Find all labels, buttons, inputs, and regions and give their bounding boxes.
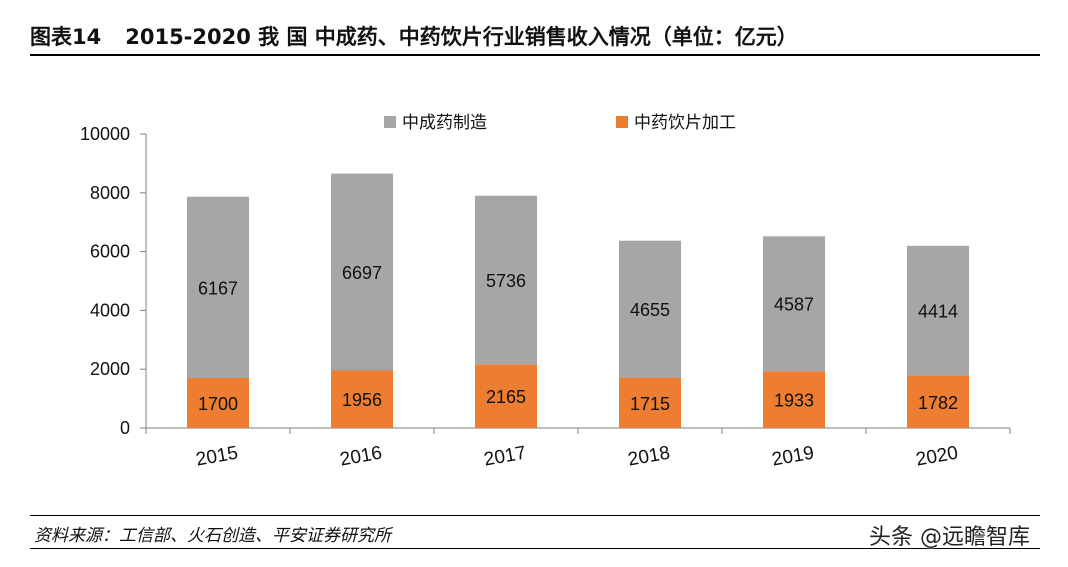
bar-decoction-pieces: [475, 364, 537, 428]
data-label-tcm-manufacturing: 4414: [918, 302, 958, 322]
legend-label: 中药饮片加工: [634, 113, 736, 133]
x-tick-label: 2016: [338, 443, 383, 471]
data-label-tcm-manufacturing: 4587: [774, 295, 814, 315]
legend-swatch: [616, 116, 628, 128]
legend-swatch: [384, 116, 396, 128]
x-tick-label: 2019: [770, 443, 815, 471]
data-label-decoction-pieces: 1700: [198, 394, 238, 414]
source-note: 资料来源：工信部、火石创造、平安证券研究所: [34, 526, 391, 546]
figure-title: 2015-2020 我 国 中成药、中药饮片行业销售收入情况（单位：亿元）: [125, 25, 798, 49]
stacked-bar-chart: 0 2000 4000 6000 8000 10000 1700 6167 2015 1956 66…: [80, 113, 1011, 471]
bar-decoction-pieces: [763, 371, 825, 428]
data-label-tcm-manufacturing: 4655: [630, 300, 670, 320]
x-tick-label: 2018: [626, 443, 671, 471]
y-tick-label: 8000: [90, 183, 130, 203]
data-label-decoction-pieces: 1956: [342, 390, 382, 410]
y-tick-label: 4000: [90, 300, 130, 320]
bar-tcm-manufacturing: [187, 196, 249, 379]
x-tick-label: 2020: [914, 443, 959, 471]
bar-decoction-pieces: [187, 378, 249, 428]
data-label-tcm-manufacturing: 5736: [486, 271, 526, 291]
source-bar: 资料来源：工信部、火石创造、平安证券研究所 头条 @远瞻智库: [30, 515, 1040, 550]
x-tick-label: 2015: [194, 443, 239, 471]
legend-label: 中成药制造: [402, 113, 487, 133]
y-tick-label: 2000: [90, 359, 130, 379]
figure-header: 图表14 2015-2020 我 国 中成药、中药饮片行业销售收入情况（单位：亿…: [30, 18, 1040, 56]
y-tick-label: 6000: [90, 242, 130, 262]
bar-tcm-manufacturing: [475, 195, 537, 365]
data-label-decoction-pieces: 1933: [774, 391, 814, 411]
data-label-decoction-pieces: 1782: [918, 393, 958, 413]
data-label-tcm-manufacturing: 6697: [342, 263, 382, 283]
y-tick-label: 0: [120, 418, 130, 438]
figure-label: 图表14: [30, 25, 102, 49]
bar-tcm-manufacturing: [619, 240, 681, 378]
y-tick-label: 10000: [80, 124, 130, 144]
bar-decoction-pieces: [619, 377, 681, 428]
watermark: 头条 @远瞻智库: [869, 525, 1030, 550]
bar-tcm-manufacturing: [763, 236, 825, 372]
data-label-decoction-pieces: 1715: [630, 394, 670, 414]
bar-tcm-manufacturing: [331, 173, 393, 371]
bar-decoction-pieces: [907, 375, 969, 428]
data-label-tcm-manufacturing: 6167: [198, 278, 238, 298]
bar-tcm-manufacturing: [907, 245, 969, 376]
data-label-decoction-pieces: 2165: [486, 387, 526, 407]
bar-decoction-pieces: [331, 370, 393, 428]
x-tick-label: 2017: [482, 443, 527, 471]
